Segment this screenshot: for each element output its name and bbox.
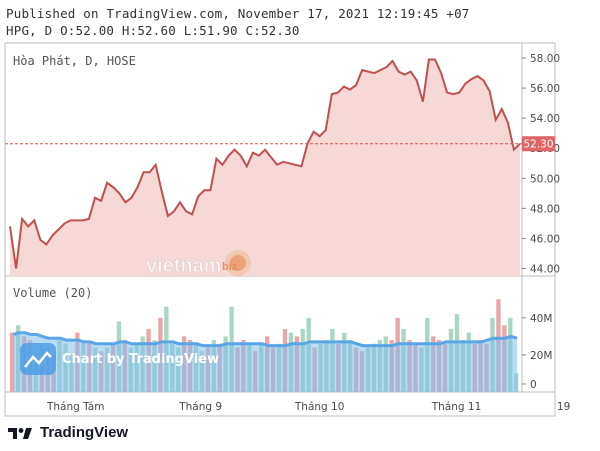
volume-ma-fill [13,332,517,392]
x-tick-label: Tháng 11 [431,401,482,413]
tradingview-logo-icon [8,427,32,439]
price-tick-label: 46.00 [530,233,560,245]
price-tick-label: 54.00 [530,113,560,125]
ohlc-readout: HPG, D O:52.00 H:52.60 L:51.90 C:52.30 [6,23,300,38]
x-tick-label: Tháng Tám [46,401,105,413]
tradingview-footer: TradingView [8,424,128,441]
price-area-fill [10,59,520,276]
last-price-label: 52.30 [523,139,553,151]
footer-brand: TradingView [40,424,129,441]
price-tick-label: 50.00 [530,173,560,185]
volume-ma-line [12,331,518,348]
svg-text:biz: biz [222,261,238,273]
volume-tick-label: 0 [530,379,537,391]
volume-bar [10,332,15,392]
tradingview-watermark: Chart by TradingView [20,343,219,375]
chart-frame [4,42,556,417]
volume-title: Volume (20) [13,286,92,300]
watermark-text: Chart by TradingView [62,352,219,367]
price-tick-label: 58.00 [530,53,560,65]
published-info: Published on TradingView.com, November 1… [6,6,470,21]
x-tick-label: Tháng 9 [178,401,222,413]
pane-title: Hòa Phát, D, HOSE [13,54,136,68]
price-tick-label: 48.00 [530,203,560,215]
price-tick-label: 44.00 [530,263,560,275]
vietnambiz-logo: vietnam biz [146,250,251,277]
svg-text:vietnam: vietnam [146,255,222,277]
last-price-box [522,136,555,152]
volume-tick-label: 20M [530,350,552,362]
price-series-line [9,58,521,269]
price-tick-label: 56.00 [530,83,560,95]
last-price-tag: 52.30 [5,136,555,152]
watermark-chart-icon [20,343,56,375]
volume-tick-label: 40M [530,313,552,325]
x-tick-label: Tháng 10 [294,401,345,413]
x-tick-label: 19 [557,401,570,413]
